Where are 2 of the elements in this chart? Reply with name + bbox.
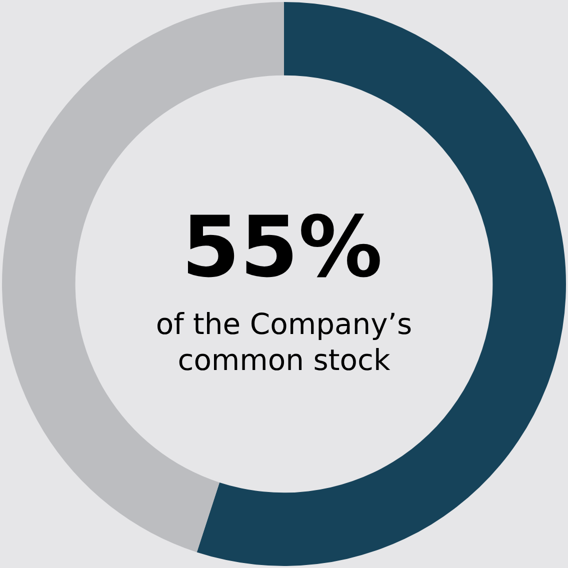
text: of the Company’s common stock (156, 307, 412, 377)
text: 55% (181, 198, 383, 296)
